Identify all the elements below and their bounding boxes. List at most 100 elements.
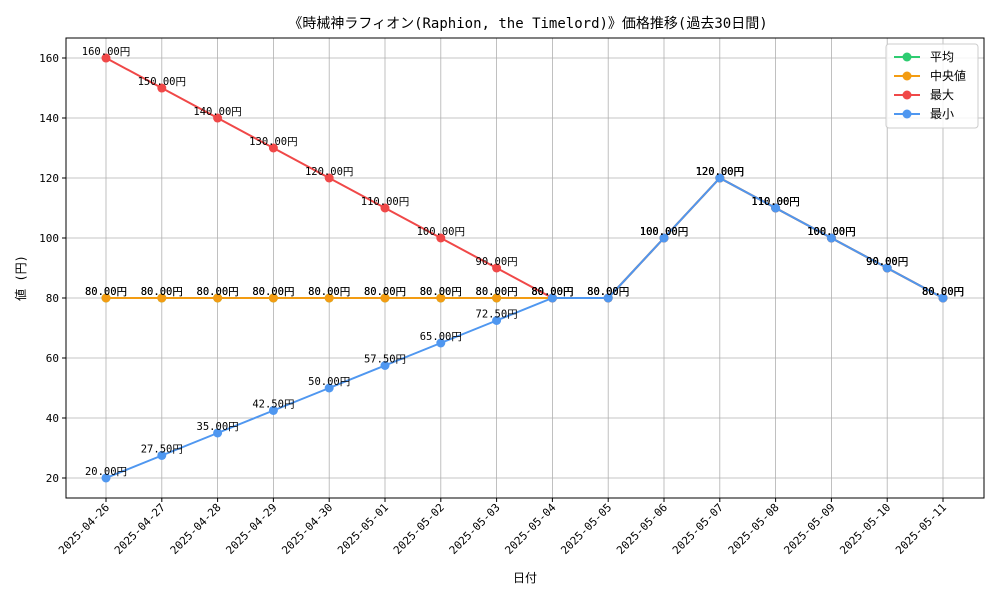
- legend-item: 中央値: [894, 68, 966, 83]
- data-point: [324, 173, 334, 183]
- legend-marker: [902, 90, 912, 100]
- data-label: 90.00円: [866, 256, 908, 268]
- data-point: [436, 233, 446, 243]
- data-label: 80.00円: [587, 286, 629, 298]
- legend-label: 最大: [930, 88, 954, 102]
- data-label: 120.00円: [696, 166, 744, 178]
- data-label: 120.00円: [305, 166, 353, 178]
- legend-label: 中央値: [930, 68, 966, 83]
- plot-frame: [65, 37, 985, 499]
- data-point: [380, 293, 390, 303]
- data-label: 72.50円: [476, 308, 518, 320]
- data-label: 80.00円: [531, 286, 573, 298]
- data-point: [101, 53, 111, 63]
- data-label: 100.00円: [640, 226, 688, 238]
- data-label: 110.00円: [751, 196, 799, 208]
- data-label: 80.00円: [922, 286, 964, 298]
- chart-title: 《時械神ラフィオン(Raphion, the Timelord)》価格推移(過去…: [288, 16, 767, 32]
- data-point: [268, 405, 278, 415]
- data-label: 100.00円: [640, 226, 688, 238]
- data-label: 80.00円: [420, 286, 462, 298]
- data-label: 80.00円: [476, 286, 518, 298]
- data-label: 90.00円: [476, 256, 518, 268]
- data-label: 80.00円: [531, 286, 573, 298]
- data-point: [101, 473, 111, 483]
- data-label: 80.00円: [587, 286, 629, 298]
- data-point: [436, 338, 446, 348]
- data-label: 100.00円: [807, 226, 855, 238]
- data-label: 140.00円: [193, 106, 241, 118]
- series-line: [105, 176, 944, 479]
- data-label: 80.00円: [85, 286, 127, 298]
- y-tick-label: 60: [46, 352, 59, 365]
- data-label: 80.00円: [252, 286, 294, 298]
- data-point: [826, 233, 836, 243]
- data-point: [492, 315, 502, 325]
- data-label: 80.00円: [197, 286, 239, 298]
- data-label: 80.00円: [587, 286, 629, 298]
- data-label: 65.00円: [420, 331, 462, 343]
- data-label: 100.00円: [807, 226, 855, 238]
- y-tick-label: 160: [39, 52, 59, 65]
- data-label: 50.00円: [308, 376, 350, 388]
- data-label: 80.00円: [364, 286, 406, 298]
- data-label: 110.00円: [751, 196, 799, 208]
- y-tick-label: 100: [39, 232, 59, 245]
- data-point: [380, 203, 390, 213]
- data-point: [157, 293, 167, 303]
- data-label: 80.00円: [252, 286, 294, 298]
- data-labels: 80.00円 80.00円 80.00円 80.00円 80.00円 80.00円 80.0…: [82, 46, 964, 478]
- legend-box: [885, 43, 979, 129]
- data-label: 80.00円: [141, 286, 183, 298]
- legend-marker: [902, 109, 912, 119]
- data-label: 80.00円: [364, 286, 406, 298]
- data-point: [938, 293, 948, 303]
- legend-label: 平均: [930, 50, 954, 64]
- data-label: 80.00円: [531, 286, 573, 298]
- data-point: [157, 83, 167, 93]
- data-point: [380, 360, 390, 370]
- data-label: 100.00円: [417, 226, 465, 238]
- data-label: 80.00円: [420, 286, 462, 298]
- data-label: 160.00円: [82, 46, 130, 58]
- data-point: [268, 293, 278, 303]
- y-tick-label: 140: [39, 112, 59, 125]
- data-label: 120.00円: [696, 166, 744, 178]
- data-point: [715, 173, 725, 183]
- data-label: 120.00円: [696, 166, 744, 178]
- y-axis-label: 値 (円): [13, 255, 28, 301]
- data-label: 80.00円: [308, 286, 350, 298]
- data-label: 100.00円: [807, 226, 855, 238]
- data-label: 27.50円: [141, 443, 183, 455]
- data-point: [213, 428, 223, 438]
- data-point: [771, 203, 781, 213]
- legend-marker: [902, 71, 912, 81]
- data-point: [324, 293, 334, 303]
- series-4: [101, 173, 948, 483]
- data-label: 100.00円: [807, 226, 855, 238]
- data-label: 20.00円: [85, 466, 127, 478]
- data-label: 80.00円: [922, 286, 964, 298]
- data-point: [101, 293, 111, 303]
- data-label: 80.00円: [85, 286, 127, 298]
- data-point: [213, 113, 223, 123]
- data-label: 80.00円: [922, 286, 964, 298]
- data-point: [659, 233, 669, 243]
- data-label: 120.00円: [696, 166, 744, 178]
- series-layer: [101, 53, 948, 483]
- data-label: 110.00円: [361, 196, 409, 208]
- y-tick-label: 120: [39, 172, 59, 185]
- data-label: 80.00円: [197, 286, 239, 298]
- data-label: 80.00円: [476, 286, 518, 298]
- data-label: 35.00円: [197, 421, 239, 433]
- data-label: 150.00円: [138, 76, 186, 88]
- data-label: 90.00円: [866, 256, 908, 268]
- y-tick-label: 20: [46, 472, 59, 485]
- legend-item: 最大: [894, 88, 954, 102]
- data-label: 90.00円: [866, 256, 908, 268]
- data-point: [492, 293, 502, 303]
- data-point: [882, 263, 892, 273]
- data-label: 80.00円: [531, 286, 573, 298]
